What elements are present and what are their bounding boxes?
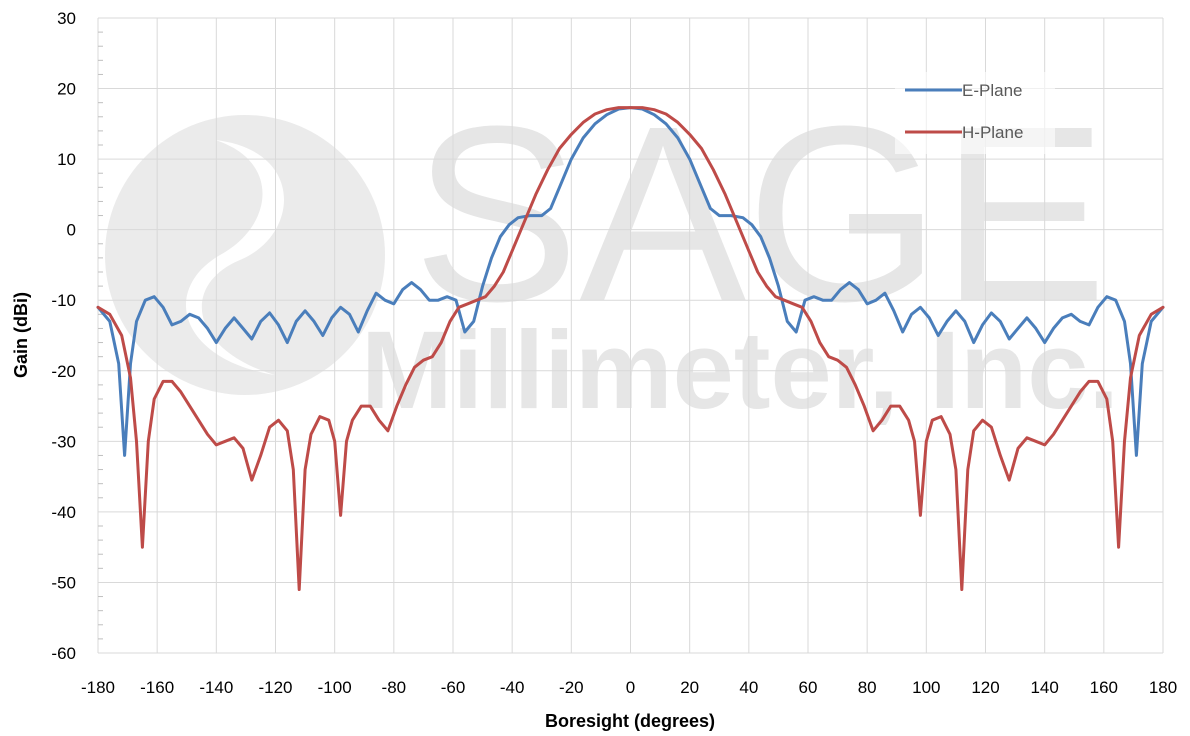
x-tick-label: 20 [680, 678, 699, 697]
x-tick-label: 100 [912, 678, 940, 697]
x-tick-label: 80 [858, 678, 877, 697]
watermark-logo [105, 115, 385, 395]
y-tick-label: 30 [57, 9, 76, 28]
legend-label-e-plane: E-Plane [962, 81, 1022, 100]
x-tick-label: -180 [81, 678, 115, 697]
y-tick-labels: -60 -50 -40 -30 -20 -10 0 10 20 30 [51, 9, 76, 663]
x-tick-label: 0 [626, 678, 635, 697]
x-tick-label: -100 [318, 678, 352, 697]
legend-label-h-plane: H-Plane [962, 123, 1023, 142]
series-line-h-plane [96, 106, 1165, 591]
x-tick-label: -140 [199, 678, 233, 697]
x-tick-label: 160 [1090, 678, 1118, 697]
y-tick-label: -20 [51, 362, 76, 381]
series-lines [96, 106, 1165, 591]
x-tick-label: -60 [441, 678, 466, 697]
legend: E-Plane H-Plane [895, 72, 1055, 154]
x-axis-title: Boresight (degrees) [545, 711, 715, 731]
x-tick-label: 40 [739, 678, 758, 697]
y-tick-label: -60 [51, 644, 76, 663]
y-tick-label: 0 [67, 221, 76, 240]
x-tick-label: -120 [258, 678, 292, 697]
x-tick-label: -40 [500, 678, 525, 697]
x-tick-label: -20 [559, 678, 584, 697]
x-tick-label: 180 [1149, 678, 1177, 697]
y-tick-label: -10 [51, 291, 76, 310]
x-tick-labels: -180 -160 -140 -120 -100 -80 -60 -40 -20 0 20 40 60 8… [81, 678, 1177, 697]
x-tick-label: 60 [799, 678, 818, 697]
y-tick-label: -40 [51, 503, 76, 522]
grid [97, 17, 1164, 654]
x-tick-label: -80 [382, 678, 407, 697]
x-tick-label: 120 [971, 678, 999, 697]
y-tick-label: -50 [51, 573, 76, 592]
y-tick-label: 20 [57, 80, 76, 99]
legend-background [895, 72, 1055, 154]
y-tick-label: -30 [51, 432, 76, 451]
y-minor-ticks [98, 31, 103, 640]
x-tick-label: 140 [1030, 678, 1058, 697]
x-tick-label: -160 [140, 678, 174, 697]
y-axis-title: Gain (dBi) [11, 292, 31, 378]
y-tick-label: 10 [57, 150, 76, 169]
